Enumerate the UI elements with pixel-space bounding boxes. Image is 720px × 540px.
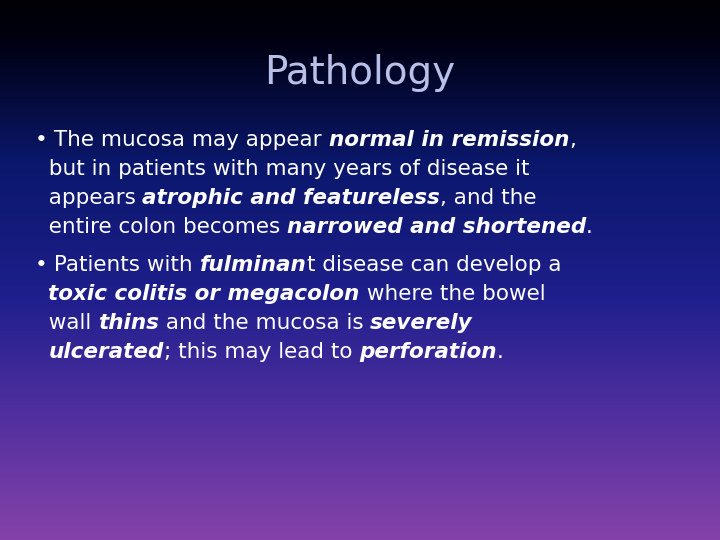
Text: where the bowel: where the bowel bbox=[359, 284, 545, 304]
Text: atrophic and featureless: atrophic and featureless bbox=[143, 188, 440, 208]
Text: Patients with: Patients with bbox=[48, 255, 200, 275]
Text: Pathology: Pathology bbox=[264, 54, 456, 92]
Text: ; this may lead to: ; this may lead to bbox=[163, 342, 359, 362]
Text: thins: thins bbox=[98, 313, 158, 333]
Text: narrowed and shortened: narrowed and shortened bbox=[287, 217, 586, 237]
Text: normal in remission: normal in remission bbox=[329, 130, 570, 150]
Text: t disease can develop a: t disease can develop a bbox=[307, 255, 561, 275]
Text: toxic colitis or megacolon: toxic colitis or megacolon bbox=[48, 284, 359, 304]
Text: and the mucosa is: and the mucosa is bbox=[158, 313, 370, 333]
Text: ulcerated: ulcerated bbox=[48, 342, 163, 362]
Text: , and the: , and the bbox=[440, 188, 536, 208]
Text: ,: , bbox=[570, 130, 576, 150]
Text: .: . bbox=[586, 217, 593, 237]
Text: severely: severely bbox=[370, 313, 473, 333]
Text: perforation: perforation bbox=[359, 342, 497, 362]
Text: The mucosa may appear: The mucosa may appear bbox=[48, 130, 329, 150]
Text: wall: wall bbox=[35, 313, 98, 333]
Text: .: . bbox=[497, 342, 503, 362]
Text: appears: appears bbox=[35, 188, 143, 208]
Text: •: • bbox=[35, 255, 48, 275]
Text: entire colon becomes: entire colon becomes bbox=[35, 217, 287, 237]
Text: fulminan: fulminan bbox=[200, 255, 307, 275]
Text: •: • bbox=[35, 130, 48, 150]
Text: but in patients with many years of disease it: but in patients with many years of disea… bbox=[35, 159, 529, 179]
